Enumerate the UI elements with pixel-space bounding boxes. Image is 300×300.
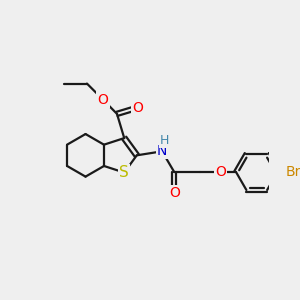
Text: Br: Br [286, 165, 300, 179]
Text: N: N [157, 144, 167, 158]
Text: O: O [169, 186, 180, 200]
Text: O: O [132, 101, 143, 115]
Text: H: H [160, 134, 169, 147]
Text: S: S [119, 165, 129, 180]
Text: O: O [215, 165, 226, 179]
Text: O: O [98, 93, 108, 106]
